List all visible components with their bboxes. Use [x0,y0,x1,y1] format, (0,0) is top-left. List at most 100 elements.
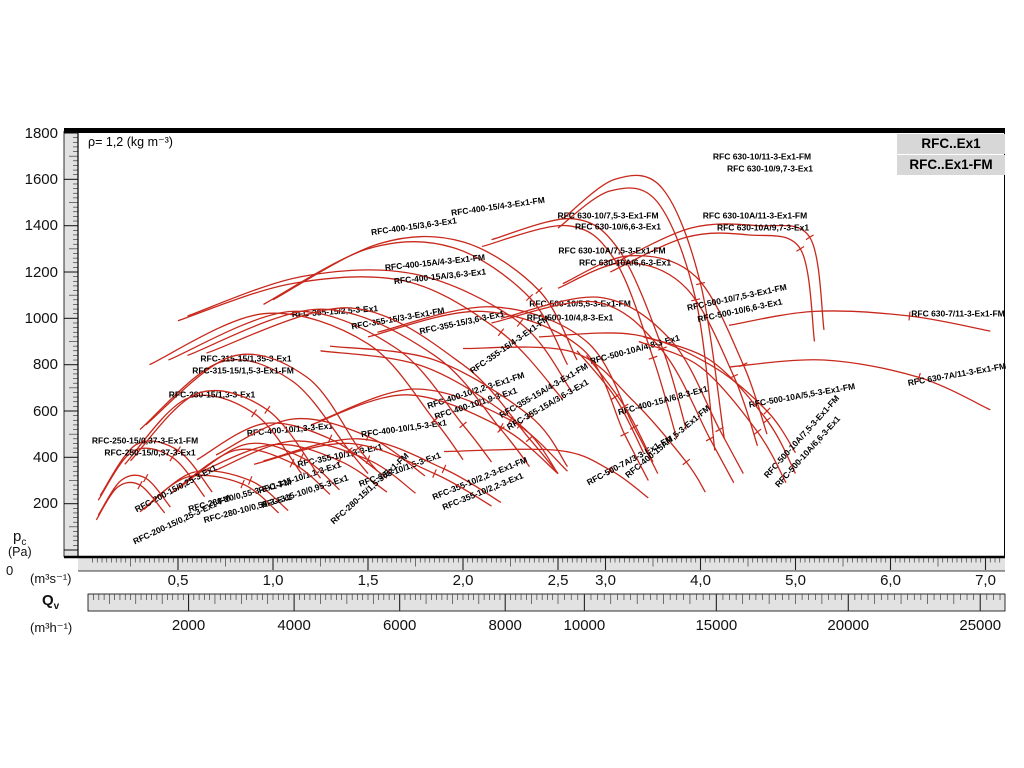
curve-marker [137,480,143,490]
density-annotation: ρ= 1,2 (kg m⁻³) [88,135,173,149]
pressure-symbol-sub: c [21,537,27,548]
fan-curve [97,447,206,501]
curve-marker [354,444,363,452]
curve-marker [175,446,181,455]
curve-marker [299,453,304,462]
series-label: RFC-400-15/3,6-3-Ex1 [370,215,457,237]
flow-m3s-tick-label: 2,0 [452,572,474,589]
series-label: RFC-400-15/4-3-Ex1-FM [450,195,545,218]
fan-curve [97,474,171,516]
pressure-tick-label: 1400 [24,217,58,235]
series-label: RFC-250-15/0,37-3-Ex1 [104,447,195,457]
series-label: RFC 630-10A/7,5-3-Ex1-FM [558,245,665,255]
pressure-tick-label: 1200 [24,263,58,281]
flow-m3s-tick-label: 0,5 [167,572,189,589]
fan-curve [99,440,213,496]
fan-curve [377,306,659,474]
fan-curve [728,359,991,411]
flow-m3h-tick-label: 2000 [171,617,206,634]
fan-curve [462,346,706,493]
curve-marker [430,416,439,424]
series-label: RFC-500-10/5,5-3-Ex1-FM [529,298,631,308]
pressure-tick-label: 800 [32,356,58,374]
curve-marker [763,407,771,415]
fan-curve [272,235,578,361]
fan-curve [538,332,797,454]
flow-m3s-tick-label: 1,5 [357,572,379,589]
fan-curve [329,345,569,467]
series-label: RFC-250-15/0,37-3-Ex1-FM [92,435,198,445]
fan-curve [253,442,492,507]
flow-m3h-tick-label: 20000 [827,617,870,634]
curve-marker [507,416,514,425]
fan-curve [320,350,559,474]
curve-marker [908,311,911,321]
fan-curve [177,442,340,491]
curve-marker [441,464,447,474]
series-label: RFC 630-7/11-3-Ex1-FM [911,308,1005,318]
fan-curve [124,394,303,475]
curve-marker [498,422,504,432]
series-label: RFC-400-15A/7,5-3-Ex1-FM [623,403,712,480]
flow-m3h-unit: (m³h⁻¹) [30,620,73,635]
legend-item-ex1-fm: RFC..Ex1-FM [897,155,1005,175]
curve-marker [715,426,724,433]
pressure-tick-label: 1800 [24,124,58,142]
curve-marker [753,428,762,436]
fan-curve [263,438,502,504]
curve-marker [763,417,771,424]
flow-m3h-tick-label: 6000 [382,617,417,634]
pressure-tick-label: 1000 [24,309,58,327]
series-label: RFC-500-10A/7,5-3-Ex1-FM [762,393,841,480]
fan-curve [95,481,166,521]
curve-marker [497,426,505,433]
fan-curve [614,223,825,330]
pressure-tick-label: 600 [32,402,58,420]
series-label: RFC 630-10A/11-3-Ex1-FM [703,210,807,220]
fan-curve [491,218,687,430]
curve-marker [535,286,543,295]
flow-symbol-sub: v [53,601,60,612]
fan-curve [206,307,559,475]
curve-marker [525,293,534,302]
curve-marker [459,421,467,429]
curve-marker [264,405,271,414]
pressure-axis-title: pc [13,528,26,548]
series-label: RFC 630-10A/9,7-3-Ex1 [717,222,809,232]
curve-marker [805,234,814,241]
flow-axis-title: Qv [42,592,59,612]
series-label: RFC-280-15/1,3-3-Ex1 [169,389,256,399]
flow-m3s-ruler-band [78,558,1005,571]
series-label: RFC 630-10/11-3-Ex1-FM [713,151,811,161]
flow-symbol: Q [42,592,54,609]
fan-curve [130,389,322,479]
pressure-axis-unit: (Pa) [8,545,32,559]
series-label: RFC-500-10/4,8-3-Ex1 [527,312,614,322]
curve-marker [169,453,176,462]
series-label: RFC 630-7A/11-3-Ex1-FM [907,361,1007,388]
series-label: RFC-500-10A/5,5-3-Ex1-FM [748,381,856,410]
series-label: RFC-315-15/1,35-3-Ex1 [200,353,291,363]
fan-curve [177,276,564,400]
fan-curve [643,336,797,474]
curve-marker [497,328,505,337]
flow-m3s-tick-label: 2,5 [547,572,569,589]
pressure-symbol: p [13,528,22,545]
curve-marker [516,421,524,429]
fan-curve [196,443,388,493]
legend: RFC..Ex1 RFC..Ex1-FM [897,134,1005,176]
flow-m3s-tick-label: 4,0 [690,572,711,589]
pressure-tick-label: 200 [32,495,58,513]
fan-curve [145,353,378,472]
legend-item-ex1: RFC..Ex1 [897,134,1005,154]
curve-marker [648,355,658,360]
plot-top-border [64,128,1005,133]
fan-curve [215,440,416,494]
fan-curve [367,310,649,481]
curve-marker [143,473,149,483]
curve-marker [240,479,245,489]
flow-m3h-tick-label: 25000 [959,617,1002,634]
series-label: RFC 630-10/7,5-3-Ex1-FM [557,210,658,220]
